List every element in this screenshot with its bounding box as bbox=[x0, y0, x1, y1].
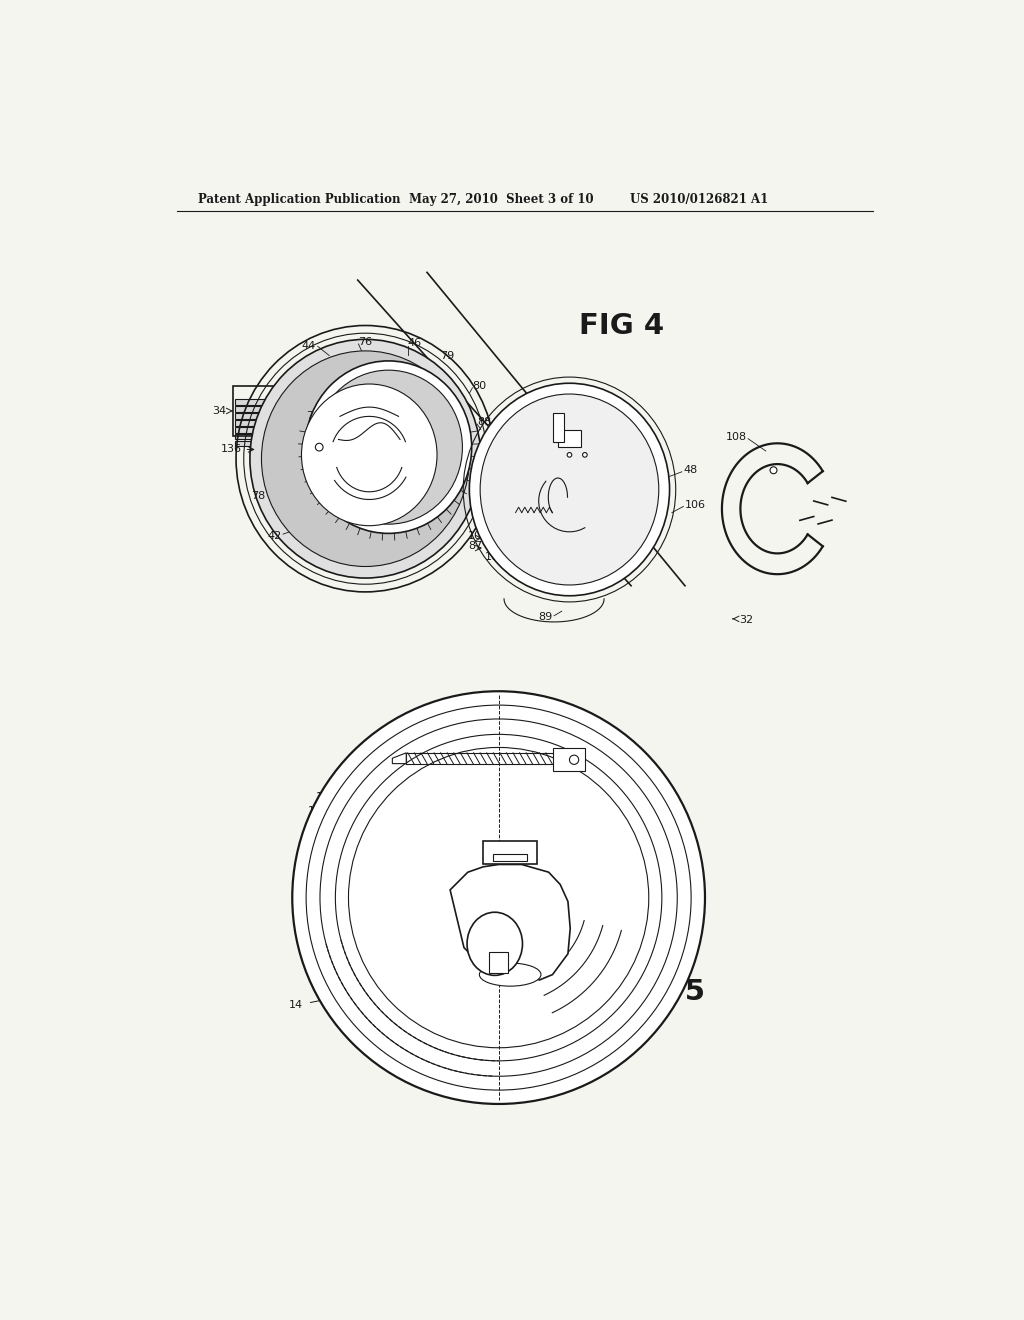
Bar bbox=[553, 412, 564, 442]
Text: 98: 98 bbox=[584, 506, 598, 515]
Text: 80: 80 bbox=[472, 380, 486, 391]
Bar bbox=[553, 748, 585, 771]
Ellipse shape bbox=[314, 370, 463, 524]
Text: 44: 44 bbox=[301, 342, 315, 351]
Ellipse shape bbox=[480, 393, 658, 585]
Text: 106: 106 bbox=[685, 500, 706, 510]
Text: 92: 92 bbox=[447, 741, 462, 750]
Text: 79: 79 bbox=[440, 351, 455, 360]
Bar bbox=[234, 407, 273, 412]
Text: 104: 104 bbox=[468, 532, 488, 541]
Text: 75: 75 bbox=[344, 418, 358, 429]
Text: 78: 78 bbox=[306, 412, 321, 421]
Text: US 2010/0126821 A1: US 2010/0126821 A1 bbox=[630, 193, 768, 206]
Text: 48: 48 bbox=[683, 465, 697, 475]
Ellipse shape bbox=[770, 467, 777, 474]
Text: FIG 4: FIG 4 bbox=[579, 313, 664, 341]
Ellipse shape bbox=[301, 384, 437, 525]
Bar bbox=[234, 428, 273, 433]
Ellipse shape bbox=[348, 747, 649, 1048]
Ellipse shape bbox=[569, 755, 579, 764]
Text: FIG 5: FIG 5 bbox=[621, 978, 706, 1006]
Text: 89: 89 bbox=[539, 612, 553, 622]
Bar bbox=[489, 952, 508, 973]
Text: 96: 96 bbox=[611, 445, 626, 454]
Text: 96: 96 bbox=[556, 735, 569, 746]
Bar bbox=[558, 430, 581, 447]
Text: 102: 102 bbox=[599, 434, 620, 445]
Ellipse shape bbox=[469, 383, 670, 595]
Ellipse shape bbox=[250, 339, 481, 578]
Text: 92: 92 bbox=[621, 459, 635, 470]
Text: 76: 76 bbox=[310, 425, 325, 434]
Polygon shape bbox=[392, 752, 407, 763]
Text: 108: 108 bbox=[725, 432, 746, 442]
Bar bbox=[234, 420, 273, 425]
Text: 102: 102 bbox=[569, 730, 591, 739]
Text: 100: 100 bbox=[308, 807, 330, 816]
Text: 84: 84 bbox=[373, 399, 387, 408]
Bar bbox=[234, 434, 273, 440]
Ellipse shape bbox=[583, 453, 587, 457]
Ellipse shape bbox=[292, 692, 705, 1104]
Ellipse shape bbox=[319, 719, 677, 1076]
Text: 95: 95 bbox=[572, 492, 587, 502]
Text: 100: 100 bbox=[484, 552, 506, 562]
Ellipse shape bbox=[305, 360, 472, 533]
Bar bbox=[234, 441, 273, 446]
Text: 42: 42 bbox=[267, 531, 282, 541]
Text: 91: 91 bbox=[532, 829, 547, 840]
Text: 14: 14 bbox=[289, 1001, 303, 1010]
Text: 87: 87 bbox=[468, 541, 482, 552]
Text: Patent Application Publication: Patent Application Publication bbox=[199, 193, 400, 206]
Text: 34: 34 bbox=[212, 407, 226, 416]
Text: 78: 78 bbox=[251, 491, 265, 500]
Ellipse shape bbox=[336, 734, 662, 1061]
Bar bbox=[234, 413, 273, 418]
Ellipse shape bbox=[479, 964, 541, 986]
Text: 48: 48 bbox=[306, 820, 319, 829]
Text: 88: 88 bbox=[477, 417, 492, 426]
Text: 98: 98 bbox=[398, 847, 413, 858]
Ellipse shape bbox=[315, 444, 323, 451]
Text: 32: 32 bbox=[739, 615, 753, 626]
Ellipse shape bbox=[261, 351, 469, 566]
Bar bbox=[234, 400, 273, 405]
Text: 46: 46 bbox=[408, 338, 422, 348]
Ellipse shape bbox=[467, 912, 522, 975]
Ellipse shape bbox=[567, 453, 571, 457]
Ellipse shape bbox=[306, 705, 691, 1090]
Text: 104: 104 bbox=[315, 792, 337, 803]
Text: 136: 136 bbox=[221, 445, 243, 454]
Text: 94: 94 bbox=[503, 511, 517, 521]
Bar bbox=[483, 841, 538, 865]
Bar bbox=[494, 854, 527, 862]
Text: 90: 90 bbox=[338, 495, 352, 504]
Text: 86: 86 bbox=[332, 471, 346, 480]
Text: 82: 82 bbox=[334, 446, 348, 455]
Text: May 27, 2010  Sheet 3 of 10: May 27, 2010 Sheet 3 of 10 bbox=[410, 193, 594, 206]
Polygon shape bbox=[451, 865, 570, 979]
Text: 76: 76 bbox=[358, 337, 373, 347]
Text: 94: 94 bbox=[387, 766, 401, 776]
